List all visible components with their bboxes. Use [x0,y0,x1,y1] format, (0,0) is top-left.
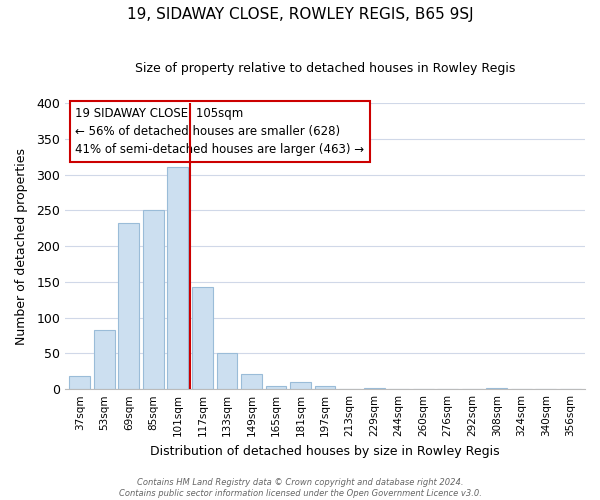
Bar [70,376,90,389]
Bar [241,374,262,389]
X-axis label: Distribution of detached houses by size in Rowley Regis: Distribution of detached houses by size … [150,444,500,458]
Bar [217,354,238,389]
Bar [94,330,115,389]
Bar [486,388,507,389]
Bar [364,388,385,389]
Bar [143,210,164,389]
Bar [314,386,335,389]
Y-axis label: Number of detached properties: Number of detached properties [15,148,28,344]
Text: 19, SIDAWAY CLOSE, ROWLEY REGIS, B65 9SJ: 19, SIDAWAY CLOSE, ROWLEY REGIS, B65 9SJ [127,8,473,22]
Text: Contains HM Land Registry data © Crown copyright and database right 2024.
Contai: Contains HM Land Registry data © Crown c… [119,478,481,498]
Bar [192,287,213,389]
Bar [290,382,311,389]
Bar [118,223,139,389]
Title: Size of property relative to detached houses in Rowley Regis: Size of property relative to detached ho… [135,62,515,76]
Bar [167,166,188,389]
Bar [266,386,286,389]
Text: 19 SIDAWAY CLOSE: 105sqm
← 56% of detached houses are smaller (628)
41% of semi-: 19 SIDAWAY CLOSE: 105sqm ← 56% of detach… [76,108,365,156]
